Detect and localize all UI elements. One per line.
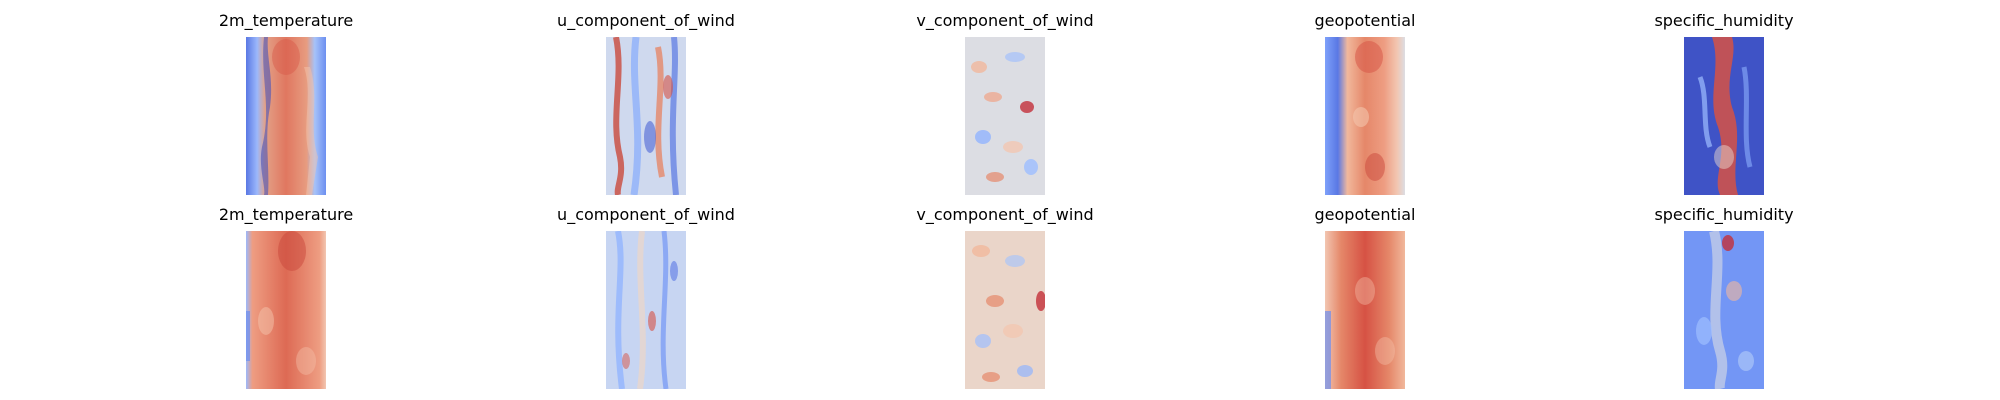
heatmap-image (965, 231, 1045, 389)
panel-title: u_component_of_wind (557, 11, 735, 30)
panel-title: geopotential (1314, 205, 1416, 224)
panel-title: 2m_temperature (218, 11, 354, 30)
heatmap-image (606, 231, 686, 389)
heatmap-image (1684, 231, 1764, 389)
panel-title: v_component_of_wind (916, 205, 1094, 224)
panel-title: geopotential (1314, 11, 1416, 30)
heatmap-image (1325, 37, 1405, 195)
panel-title: v_component_of_wind (916, 11, 1094, 30)
heatmap-image (606, 37, 686, 195)
heatmap-image (246, 231, 326, 389)
panel-title: specific_humidity (1654, 11, 1794, 30)
heatmap-image (1325, 231, 1405, 389)
panel-title: u_component_of_wind (557, 205, 735, 224)
panel-title: specific_humidity (1654, 205, 1794, 224)
heatmap-image (965, 37, 1045, 195)
panel-title: 2m_temperature (218, 205, 354, 224)
heatmap-image (1684, 37, 1764, 195)
heatmap-image (246, 37, 326, 195)
